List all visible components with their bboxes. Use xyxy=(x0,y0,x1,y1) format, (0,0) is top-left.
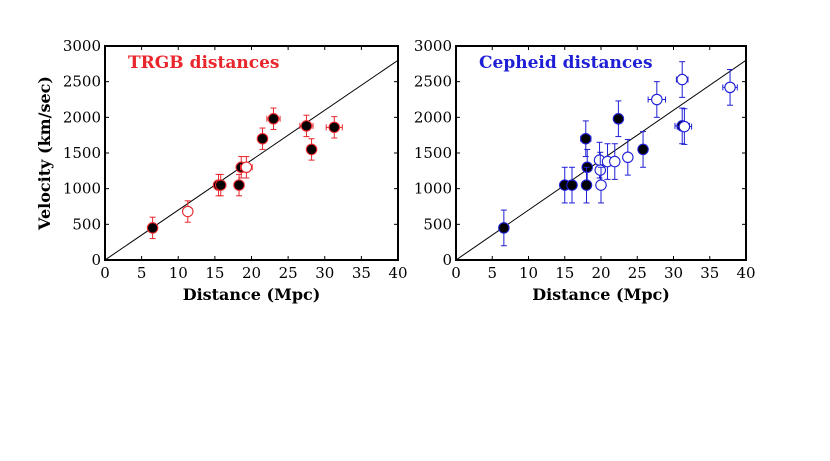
open-marker xyxy=(651,93,663,106)
x-tick-label: 15 xyxy=(555,264,574,282)
y-tick-label: 0 xyxy=(91,251,101,269)
chart-panel-2: 0 5 10 15 20 25 30 35 40 0 500 1000 1500 2000 2500 3000… xyxy=(414,37,756,304)
y-tick-label: 0 xyxy=(442,251,452,269)
x-tick-label: 40 xyxy=(388,264,407,282)
y-tick-label: 2000 xyxy=(414,108,452,126)
x-tick-label: 10 xyxy=(519,264,538,282)
data-point xyxy=(305,138,318,161)
y-tick-label: 500 xyxy=(423,215,452,233)
plot-frame xyxy=(104,45,399,261)
x-tick-label: 30 xyxy=(315,264,334,282)
data-point xyxy=(498,209,510,247)
open-marker xyxy=(724,81,736,94)
filled-marker xyxy=(637,143,649,156)
filled-marker xyxy=(146,222,159,234)
data-point xyxy=(182,200,194,223)
x-tick-label: 25 xyxy=(279,264,298,282)
x-tick-label: 25 xyxy=(628,264,647,282)
panel-title: TRGB distances xyxy=(128,53,279,73)
filled-marker xyxy=(580,132,592,145)
data-point xyxy=(240,156,253,179)
series-open xyxy=(593,61,738,204)
plot-frame xyxy=(455,45,747,261)
series-open xyxy=(182,156,253,223)
data-point xyxy=(722,69,738,106)
filled-marker xyxy=(267,113,280,125)
y-tick-label: 500 xyxy=(72,215,101,233)
filled-marker xyxy=(305,143,318,156)
filled-marker xyxy=(256,132,269,145)
x-tick-label: 0 xyxy=(100,264,110,282)
x-tick-label: 10 xyxy=(169,264,188,282)
y-tick-label: 1500 xyxy=(414,144,452,162)
filled-marker xyxy=(498,222,510,234)
y-axis-label: Velocity (km/sec) xyxy=(35,76,54,231)
filled-marker xyxy=(300,120,313,132)
data-point xyxy=(146,216,159,240)
series-filled xyxy=(146,107,343,240)
x-tick-label: 30 xyxy=(664,264,683,282)
open-marker xyxy=(678,120,691,133)
y-tick-label: 2500 xyxy=(414,73,452,91)
x-tick-label: 35 xyxy=(352,264,371,282)
filled-marker xyxy=(328,121,341,134)
filled-marker xyxy=(233,179,245,191)
series-filled xyxy=(498,100,690,247)
x-tick-label: 35 xyxy=(700,264,719,282)
y-tick-label: 1000 xyxy=(414,180,452,198)
data-point xyxy=(299,114,314,138)
open-marker xyxy=(609,155,621,168)
x-axis-label: Distance (Mpc) xyxy=(532,285,670,304)
open-marker xyxy=(182,205,194,218)
x-tick-label: 5 xyxy=(487,264,497,282)
x-tick-label: 5 xyxy=(137,264,147,282)
open-marker xyxy=(595,179,607,191)
data-point xyxy=(595,166,607,204)
y-tick-label: 1500 xyxy=(63,144,101,162)
data-point xyxy=(612,100,625,138)
data-point xyxy=(609,143,621,180)
panel-title: Cepheid distances xyxy=(479,53,653,73)
data-point xyxy=(566,166,578,204)
y-tick-label: 3000 xyxy=(63,37,101,55)
data-point xyxy=(256,127,269,150)
y-tick-label: 1000 xyxy=(63,180,101,198)
data-point xyxy=(675,61,689,98)
x-tick-label: 15 xyxy=(205,264,224,282)
y-tick-label: 3000 xyxy=(414,37,452,55)
x-tick-label: 20 xyxy=(242,264,261,282)
x-axis-label: Distance (Mpc) xyxy=(183,285,321,304)
data-point xyxy=(676,108,693,145)
filled-marker xyxy=(580,179,593,191)
data-point xyxy=(622,138,634,176)
open-marker xyxy=(594,164,607,176)
data-point xyxy=(325,116,343,139)
data-point xyxy=(580,166,593,204)
filled-marker xyxy=(214,179,227,191)
y-tick-label: 2500 xyxy=(63,73,101,91)
x-tick-label: 20 xyxy=(591,264,610,282)
open-marker xyxy=(676,73,688,86)
x-tick-label: 40 xyxy=(736,264,755,282)
open-marker xyxy=(622,151,634,164)
data-point xyxy=(647,81,667,118)
open-marker xyxy=(240,161,253,174)
data-point xyxy=(580,120,592,158)
data-point xyxy=(266,107,281,130)
filled-marker xyxy=(612,113,625,125)
chart-panel-1: 0 5 10 15 20 25 30 35 40 0 500 1000 1500 2000 2500 3000… xyxy=(35,37,408,304)
x-tick-label: 0 xyxy=(451,264,461,282)
data-point xyxy=(214,173,227,197)
filled-marker xyxy=(566,179,578,191)
data-point xyxy=(637,131,649,168)
y-tick-label: 2000 xyxy=(63,108,101,126)
